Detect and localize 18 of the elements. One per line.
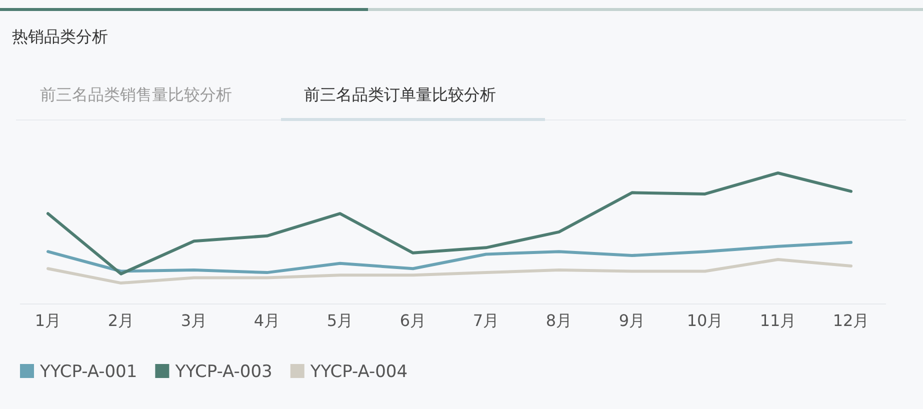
text: 前三名品类订单量比较分析 <box>304 85 496 104</box>
x-tick-label: 6月 <box>400 311 426 330</box>
x-tick-label: 9月 <box>618 311 646 330</box>
legend-label: YYCP-A-004 <box>309 362 408 382</box>
x-tick-label: 1月 <box>34 311 62 330</box>
text: 前三名品类销售量比较分析 <box>40 85 232 104</box>
x-tick-label: 12月 <box>832 311 870 330</box>
x-tick-label: 4月 <box>254 311 280 330</box>
x-tick-label: 7月 <box>472 311 500 330</box>
legend-label: YYCP-A-003 <box>174 362 272 382</box>
x-tick-label: 3月 <box>180 311 208 330</box>
chart-title: 热销品类分析 <box>12 27 108 46</box>
x-tick-label: 2月 <box>108 311 134 330</box>
legend-label: YYCP-A-001 <box>39 362 138 382</box>
x-tick-label: 10月 <box>686 311 724 330</box>
x-tick-label: 11月 <box>760 311 796 330</box>
x-tick-label: 8月 <box>546 311 572 330</box>
x-tick-label: 5月 <box>326 311 354 330</box>
